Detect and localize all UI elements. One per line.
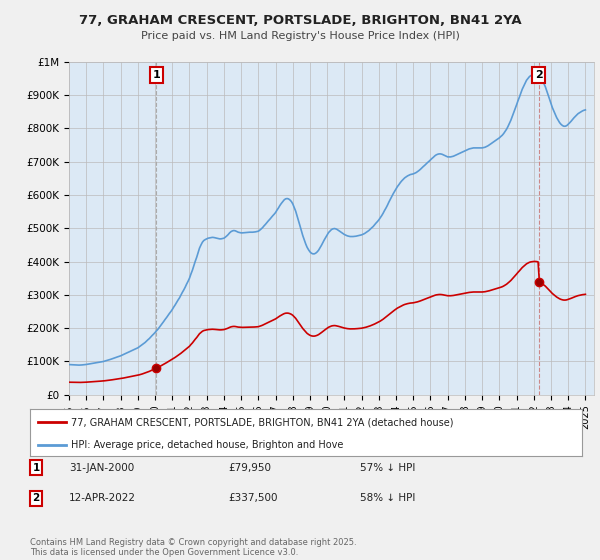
- Text: 1: 1: [32, 463, 40, 473]
- Text: 12-APR-2022: 12-APR-2022: [69, 493, 136, 503]
- Text: 77, GRAHAM CRESCENT, PORTSLADE, BRIGHTON, BN41 2YA (detached house): 77, GRAHAM CRESCENT, PORTSLADE, BRIGHTON…: [71, 417, 454, 427]
- Text: Price paid vs. HM Land Registry's House Price Index (HPI): Price paid vs. HM Land Registry's House …: [140, 31, 460, 41]
- Text: 2: 2: [535, 70, 542, 80]
- Text: Contains HM Land Registry data © Crown copyright and database right 2025.
This d: Contains HM Land Registry data © Crown c…: [30, 538, 356, 557]
- Text: £337,500: £337,500: [228, 493, 277, 503]
- Text: 77, GRAHAM CRESCENT, PORTSLADE, BRIGHTON, BN41 2YA: 77, GRAHAM CRESCENT, PORTSLADE, BRIGHTON…: [79, 14, 521, 27]
- Text: 1: 1: [152, 70, 160, 80]
- Text: £79,950: £79,950: [228, 463, 271, 473]
- Text: HPI: Average price, detached house, Brighton and Hove: HPI: Average price, detached house, Brig…: [71, 440, 344, 450]
- Text: 2: 2: [32, 493, 40, 503]
- Text: 58% ↓ HPI: 58% ↓ HPI: [360, 493, 415, 503]
- Text: 57% ↓ HPI: 57% ↓ HPI: [360, 463, 415, 473]
- Text: 31-JAN-2000: 31-JAN-2000: [69, 463, 134, 473]
